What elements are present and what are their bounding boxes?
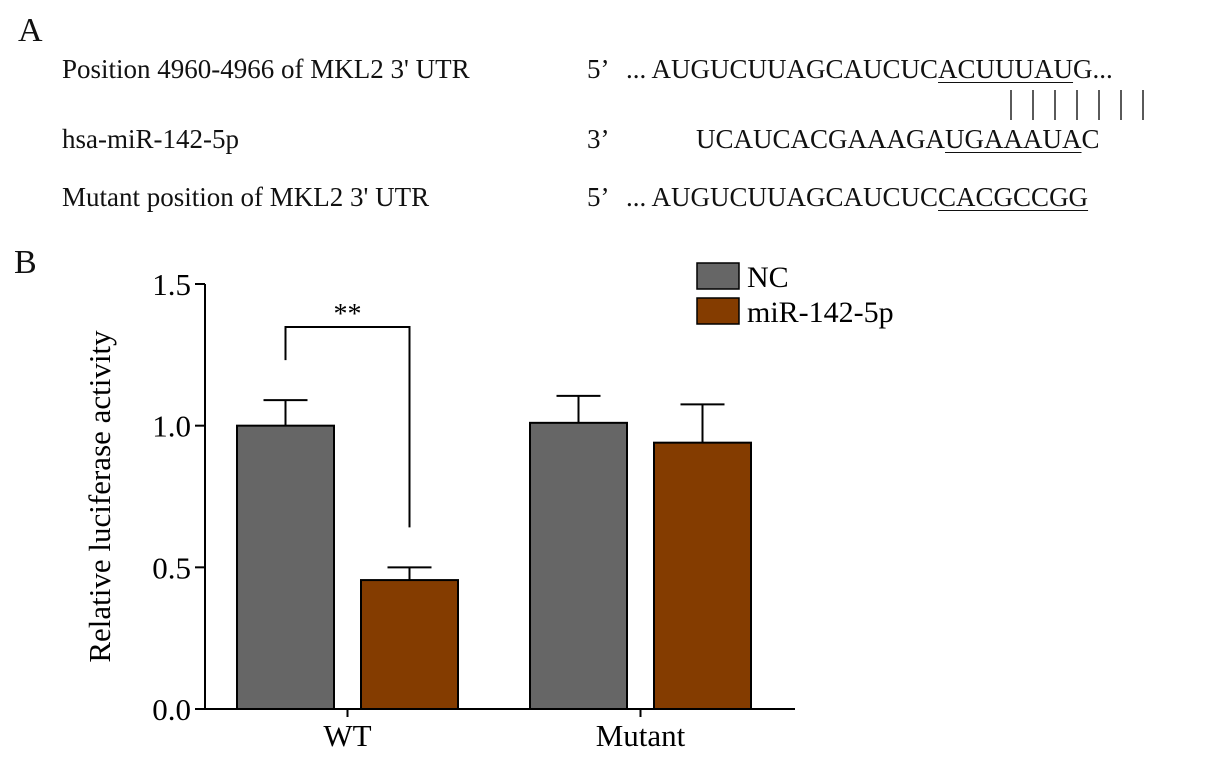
legend-label: miR-142-5p: [747, 296, 894, 329]
seed-site: UGAAAUA: [945, 124, 1082, 154]
sequence-name: Mutant position of MKL2 3' UTR: [62, 182, 430, 212]
sequence-name: Position 4960-4966 of MKL2 3' UTR: [62, 54, 470, 84]
bar: [653, 441, 752, 711]
legend-label: NC: [747, 261, 789, 294]
seed-site: CACGCCGG: [938, 182, 1089, 212]
y-tick-label: 1.0: [152, 409, 191, 444]
seed-site: ACUUUAU: [938, 54, 1074, 84]
y-axis-label: Relative luciferase activity: [82, 330, 117, 663]
sequence-name: hsa-miR-142-5p: [62, 124, 239, 154]
base-pairing-lines: [1010, 90, 1144, 120]
panel-b-label: B: [14, 244, 37, 281]
sequence-direction: 5’: [587, 182, 610, 212]
sequence-text: ... AUGUCUUAGCAUCUCACUUUAUG...: [626, 54, 1113, 85]
sequence-suffix: C: [1081, 124, 1100, 154]
x-tick-label: WT: [323, 718, 371, 753]
bar: [529, 421, 628, 710]
y-tick-label: 1.5: [152, 267, 191, 302]
sequence-direction: 5’: [587, 54, 610, 84]
sequence-prefix: UCAUCACGAAAGA: [696, 124, 946, 154]
legend-swatch: [696, 262, 740, 290]
sequence-text: ... AUGUCUUAGCAUCUCCACGCCGG: [626, 182, 1088, 213]
y-tick-label: 0.0: [152, 692, 191, 727]
y-tick-label: 0.5: [152, 550, 191, 585]
significance-label: **: [334, 299, 362, 330]
sequence-direction: 3’: [587, 124, 610, 154]
sequence-suffix: G...: [1073, 54, 1113, 84]
legend-swatch: [696, 297, 740, 325]
panel-a-label: A: [18, 12, 43, 49]
bar: [360, 579, 459, 711]
x-tick-label: Mutant: [596, 718, 686, 753]
bar: [236, 424, 335, 711]
luciferase-bar-chart: 0.0 0.5 1.0 1.5 Relative luciferase activity…: [82, 261, 894, 753]
significance-bracket: [284, 326, 411, 528]
sequence-prefix: ... AUGUCUUAGCAUCUC: [626, 54, 939, 84]
sequence-text: UCAUCACGAAAGAUGAAAUAC: [696, 124, 1100, 155]
sequence-prefix: ... AUGUCUUAGCAUCUC: [626, 182, 939, 212]
